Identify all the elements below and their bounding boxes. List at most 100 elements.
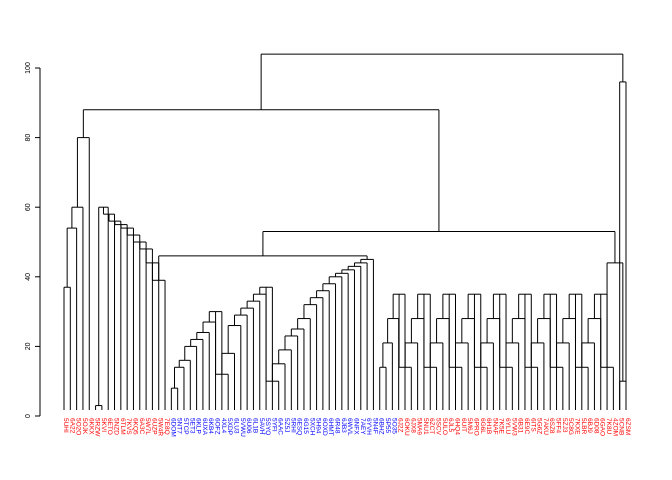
leaf-label: 5O35 [390, 418, 397, 434]
leaf-label: 6OKU [403, 418, 410, 436]
leaf-label: 6B31 [517, 418, 524, 434]
leaf-label: 6ESQ [296, 418, 303, 435]
leaf-label: 5M6J [466, 418, 473, 434]
y-tick-label: 20 [25, 342, 32, 350]
leaf-label: 5KVI [100, 418, 107, 432]
leaf-label: 6JL5 [447, 418, 454, 432]
leaf-label: 6KQ5 [131, 418, 138, 435]
leaf-label: 5ET3 [188, 418, 195, 434]
leaf-label: 6BHZ [378, 418, 385, 435]
leaf-label: 5C8G [567, 418, 574, 435]
leaf-label: 6A22 [68, 418, 75, 434]
leaf-label: 5ZJ3 [561, 418, 568, 433]
leaf-label: 5RZW [94, 418, 101, 437]
leaf-label: 6ETO [106, 418, 113, 435]
leaf-label: 5AVH [258, 418, 265, 435]
leaf-label: 6JX8 [409, 418, 416, 433]
leaf-label: 6YLU [504, 418, 511, 435]
leaf-label: 6KB4 [207, 418, 214, 434]
leaf-label: 6AAC [277, 418, 284, 435]
leaf-label: 6HQ4 [454, 418, 461, 435]
leaf-label: 6LU3 [232, 418, 239, 434]
leaf-label: 6KKX [87, 418, 94, 435]
leaf-label: 7K5E [498, 418, 505, 435]
leaf-label: 7E8Q [163, 418, 170, 435]
leaf-label: 5CNB [618, 418, 625, 435]
leaf-labels: 5UHI 6A22 5O2O 5OJK 6KKX 5RZW 5KVI 6ETO 5NZD 6TLM… [62, 418, 631, 437]
leaf-label: 5UHI [62, 418, 69, 433]
leaf-label: 7KVS [125, 418, 132, 435]
leaf-label: 6KLP [195, 418, 202, 434]
leaf-label: 6A3C [138, 418, 145, 435]
leaf-label: 6UZP [150, 418, 157, 435]
leaf-label: 6L1B [251, 418, 258, 433]
leaf-label: 5VWU [239, 418, 246, 437]
leaf-label: 5H94 [315, 418, 322, 434]
leaf-label: 5MA9 [416, 418, 423, 435]
leaf-label: 6HMT [327, 418, 334, 436]
leaf-label: 5TCP [182, 418, 189, 435]
leaf-label: 6ZCT [428, 418, 435, 434]
leaf-label: 5NU1 [422, 418, 429, 435]
leaf-label: 5RHI [289, 418, 296, 433]
leaf-label: 6JB3 [340, 418, 347, 433]
dendrogram-branches [63, 53, 627, 410]
leaf-label: 5NT7 [176, 418, 183, 434]
leaf-label: 6D08 [592, 418, 599, 434]
leaf-label: 5W4R [157, 418, 164, 436]
leaf-label: 6J2Z [397, 418, 404, 432]
leaf-label: 5YFI [270, 418, 277, 432]
leaf-label: 6R48 [334, 418, 341, 434]
leaf-label: 6G6L [479, 418, 486, 434]
leaf-label: 5G6Z [536, 418, 543, 434]
leaf-label: 5N4F [371, 418, 378, 434]
leaf-label: 6ZSM [624, 418, 631, 435]
y-tick-label: 0 [25, 414, 32, 418]
leaf-label: 6YVH [365, 418, 372, 435]
leaf-label: 6ITS [529, 418, 536, 432]
leaf-label: 7KXE [573, 418, 580, 435]
leaf-label: 6WVL [346, 418, 353, 436]
leaf-label: 5VW3 [510, 418, 517, 436]
leaf-label: 5XCH [308, 418, 315, 436]
leaf-label: 5SCV [435, 418, 442, 436]
leaf-label: 6OFZ [214, 418, 221, 435]
leaf-label: 6SZ8 [548, 418, 555, 434]
leaf-label: 5FF4 [555, 418, 562, 434]
leaf-label: 7K8U [605, 418, 612, 435]
leaf-label: 6H1B [485, 418, 492, 434]
leaf-label: 6DOM [169, 418, 176, 437]
leaf-label: 6TLM [119, 418, 126, 435]
leaf-label: 7AEY [359, 418, 366, 435]
leaf-label: 5NAF [491, 418, 498, 435]
leaf-label: 5P55 [384, 418, 391, 434]
leaf-label: 5O2O [75, 418, 82, 435]
leaf-label: 6UXA [201, 418, 208, 436]
leaf-label: 7AKU [542, 418, 549, 435]
leaf-label: 6NFX [352, 418, 359, 435]
leaf-label: 6BJ9 [586, 418, 593, 433]
y-tick-label: 60 [25, 203, 32, 211]
leaf-label: 6U06 [245, 418, 252, 434]
leaf-label: 5Z5J [283, 418, 290, 432]
leaf-label: 5OJK [81, 418, 88, 435]
leaf-label: 6PRO [472, 418, 479, 436]
leaf-label: 5NZD [113, 418, 120, 435]
leaf-label: 5W7L [144, 418, 151, 435]
leaf-label: 6E9C [523, 418, 530, 435]
y-tick-label: 40 [25, 273, 32, 281]
leaf-label: 5LBR [580, 418, 587, 435]
leaf-label: 5ULO [441, 418, 448, 435]
leaf-label: 4ZOM [611, 418, 618, 436]
leaf-label: 5SYQ [264, 418, 271, 435]
leaf-label: 6OXD [321, 418, 328, 436]
leaf-label: 6GAO [599, 418, 606, 436]
y-tick-label: 100 [25, 62, 32, 74]
leaf-label: 4XL4 [220, 418, 227, 434]
y-axis: 0 20 40 60 80 100 [25, 62, 41, 418]
leaf-label: 5XDP [226, 418, 233, 435]
leaf-label: 6G15 [302, 418, 309, 434]
leaf-label: 6UIT [460, 418, 467, 432]
y-tick-label: 80 [25, 134, 32, 142]
